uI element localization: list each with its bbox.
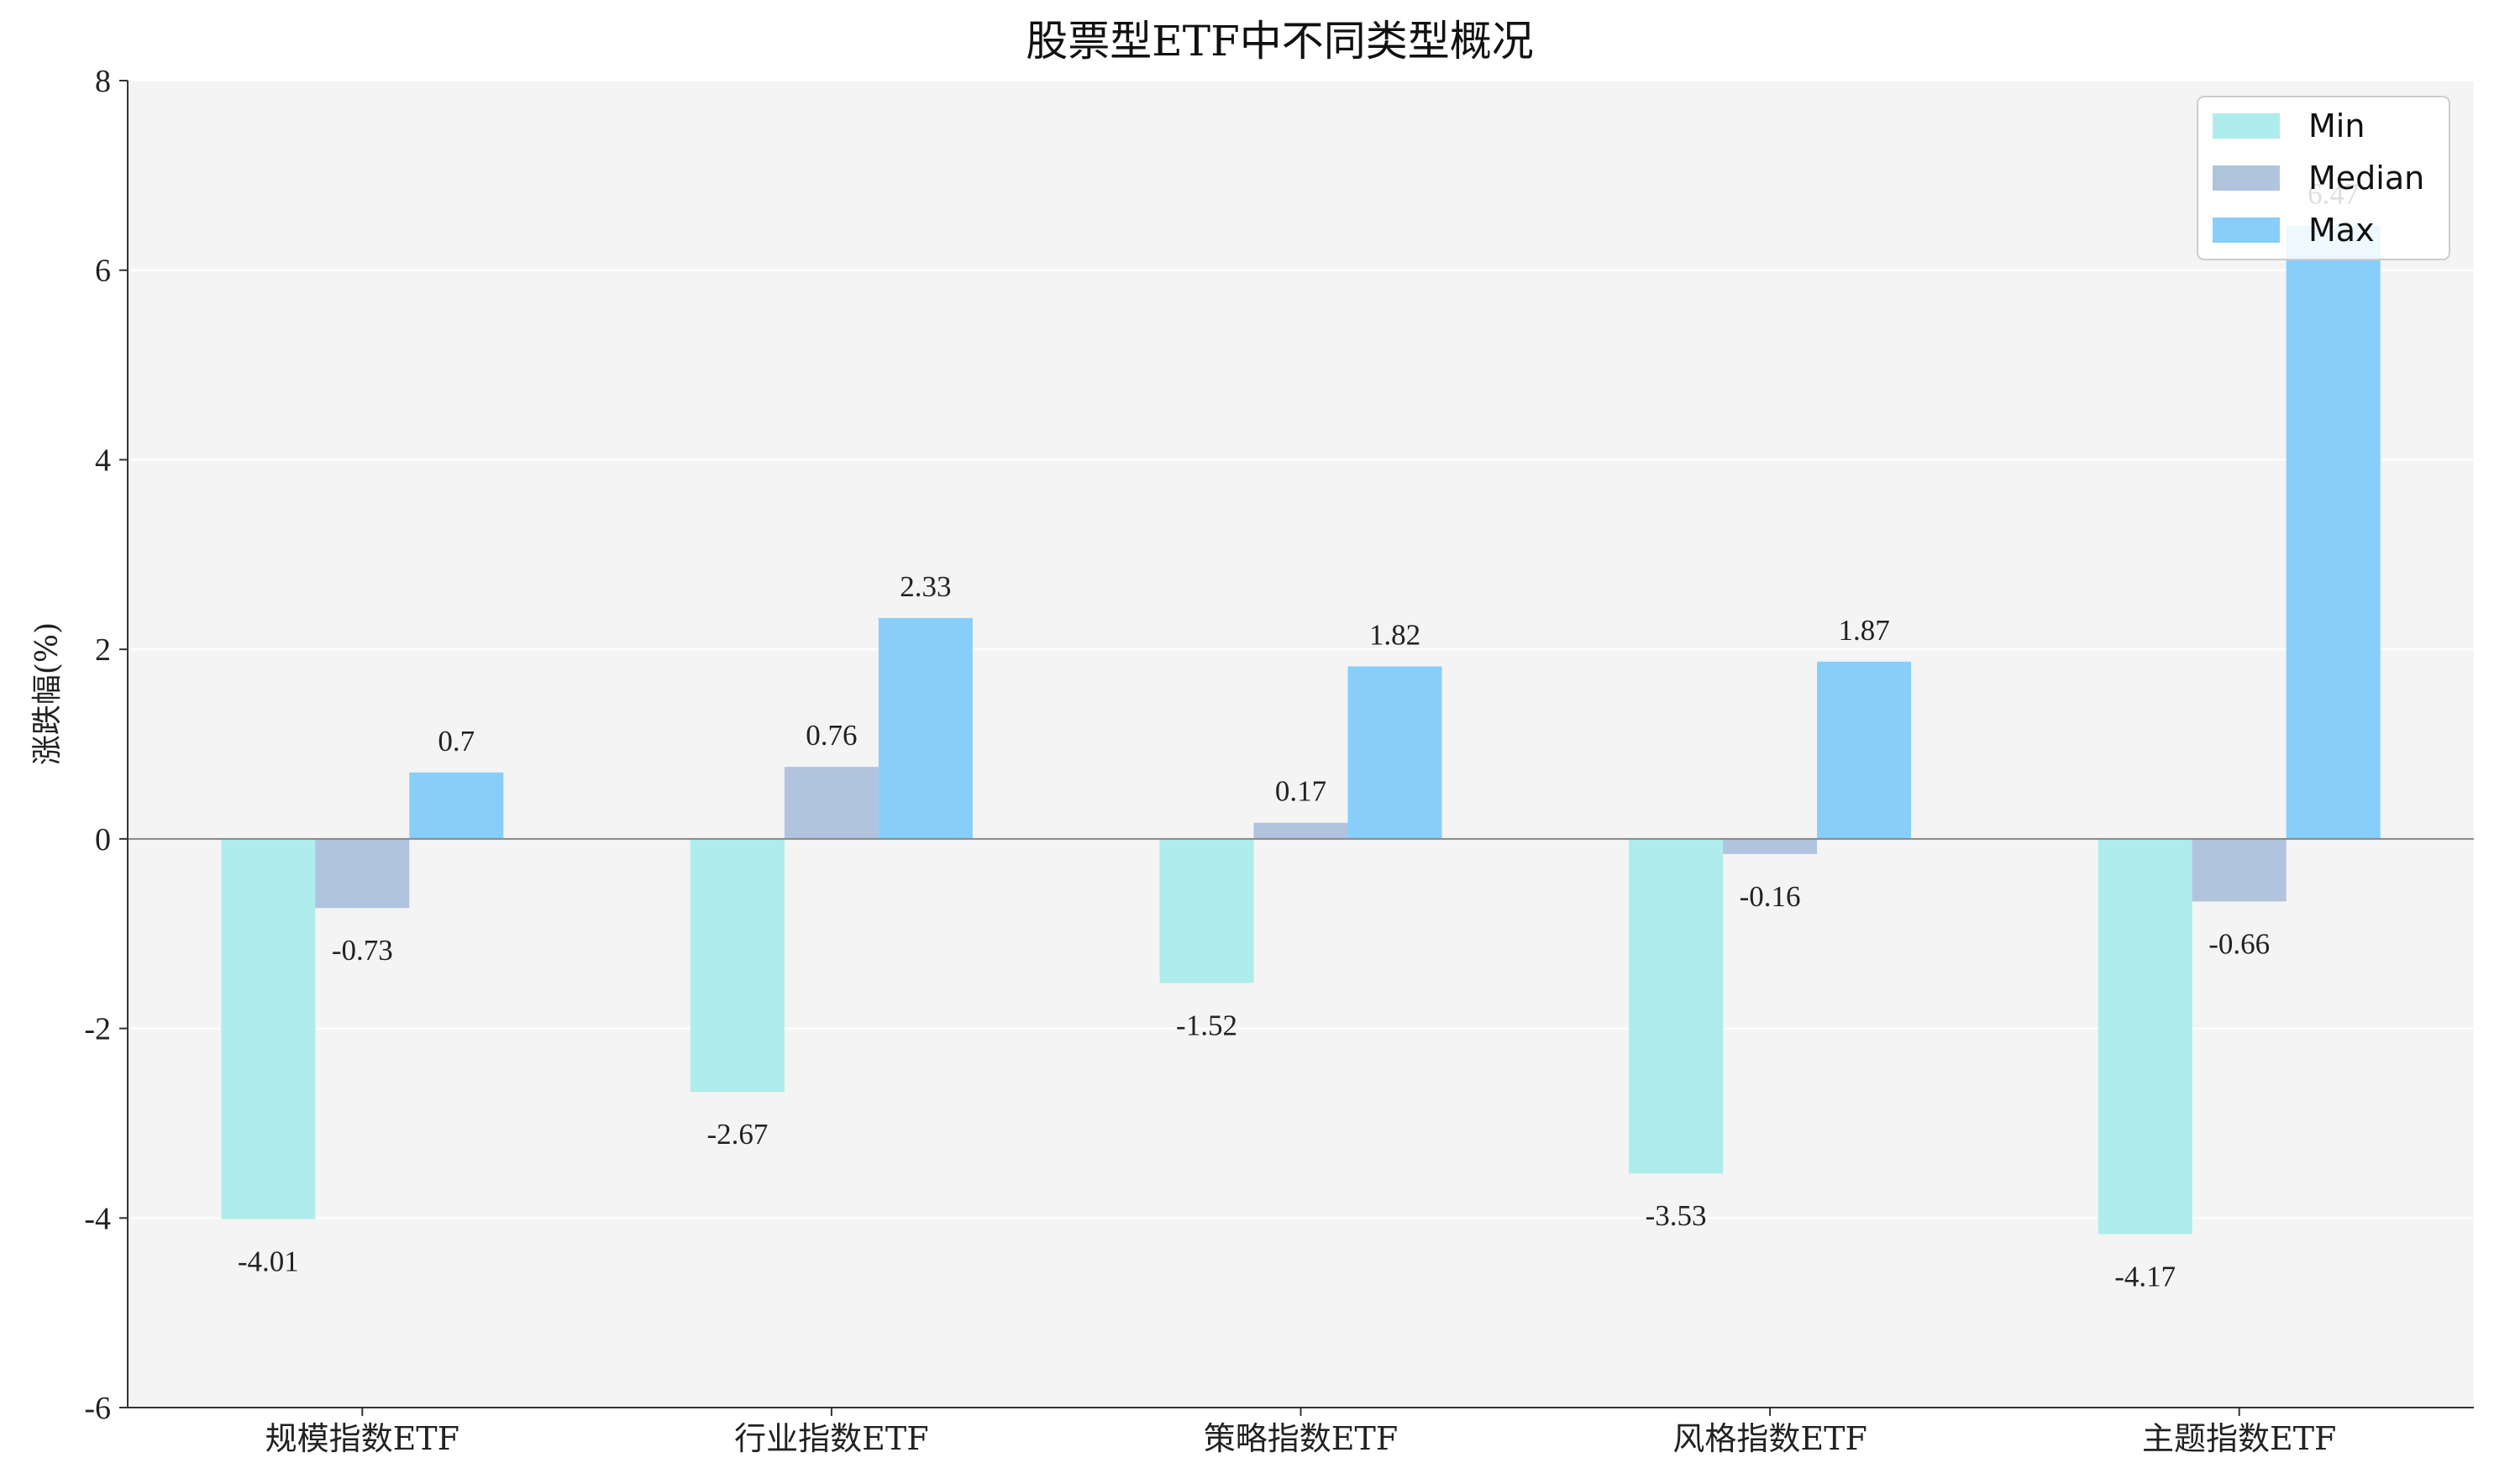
y-tick-label: -2: [84, 1012, 111, 1047]
bar-median-1: [784, 767, 879, 839]
legend-swatch-median: [2213, 165, 2280, 191]
x-tick-label: 风格指数ETF: [1672, 1420, 1867, 1457]
bar-median-2: [1253, 822, 1348, 839]
data-label-max-0: 0.7: [438, 725, 475, 758]
y-tick-label: -4: [84, 1201, 111, 1236]
legend-label-max: Max: [2308, 212, 2375, 249]
bar-median-0: [315, 838, 410, 909]
legend-label-min: Min: [2308, 107, 2365, 144]
data-label-min-3: -3.53: [1646, 1199, 1707, 1232]
x-tick-label: 规模指数ETF: [265, 1420, 459, 1457]
bar-max-4: [2286, 225, 2381, 839]
bar-min-1: [690, 838, 785, 1093]
y-tick-label: 2: [95, 632, 111, 668]
y-axis-title: 涨跌幅(%): [30, 622, 65, 765]
bar-min-2: [1159, 838, 1254, 983]
x-tick-label: 策略指数ETF: [1204, 1420, 1398, 1457]
data-label-median-1: 0.76: [806, 719, 857, 752]
bar-median-3: [1723, 838, 1818, 854]
y-tick-label: 0: [95, 822, 111, 857]
data-label-max-3: 1.87: [1838, 614, 1889, 647]
legend-label-median: Median: [2308, 160, 2424, 197]
chart-title: 股票型ETF中不同类型概况: [1026, 17, 1534, 66]
bar-max-0: [409, 772, 504, 839]
bar-max-3: [1817, 661, 1912, 839]
data-label-max-1: 2.33: [900, 570, 951, 603]
data-label-min-0: -4.01: [238, 1245, 299, 1277]
legend: Min Median Max: [2197, 96, 2450, 260]
x-tick-label: 行业指数ETF: [734, 1420, 928, 1457]
data-label-median-3: -0.16: [1740, 880, 1801, 913]
y-tick-label: 6: [95, 254, 111, 289]
x-tick-label: 主题指数ETF: [2142, 1420, 2336, 1457]
tick-labels: -6 -4 -2 0 2 4 6 8 规模指数ETF 行业指数ETF 策略指数ETF 风格指数ETF 主…: [84, 64, 2336, 1457]
data-label-max-2: 1.82: [1369, 618, 1420, 651]
plot-background: [128, 81, 2474, 1408]
bars: [221, 225, 2381, 1235]
bar-max-1: [878, 617, 973, 839]
bar-min-4: [2098, 838, 2192, 1235]
bar-median-4: [2192, 838, 2287, 902]
bar-min-3: [1629, 838, 1724, 1174]
data-label-min-1: -2.67: [706, 1118, 768, 1151]
data-labels: -4.01 -0.73 0.7 -2.67 0.76 2.33 -1.52 0.17 1.82 -…: [238, 178, 2359, 1293]
legend-swatch-min: [2213, 113, 2280, 139]
bar-min-0: [221, 838, 316, 1219]
data-label-median-4: -0.66: [2208, 927, 2270, 960]
data-label-median-0: -0.73: [332, 934, 393, 967]
data-label-min-4: -4.17: [2114, 1260, 2176, 1293]
data-label-median-2: 0.17: [1275, 775, 1326, 808]
y-tick-label: -6: [84, 1391, 111, 1426]
bar-max-2: [1347, 666, 1442, 839]
legend-swatch-max: [2213, 218, 2280, 243]
y-tick-label: 4: [95, 443, 111, 478]
axes: [119, 80, 2474, 1416]
data-label-min-2: -1.52: [1176, 1009, 1237, 1041]
y-tick-label: 8: [95, 64, 111, 99]
